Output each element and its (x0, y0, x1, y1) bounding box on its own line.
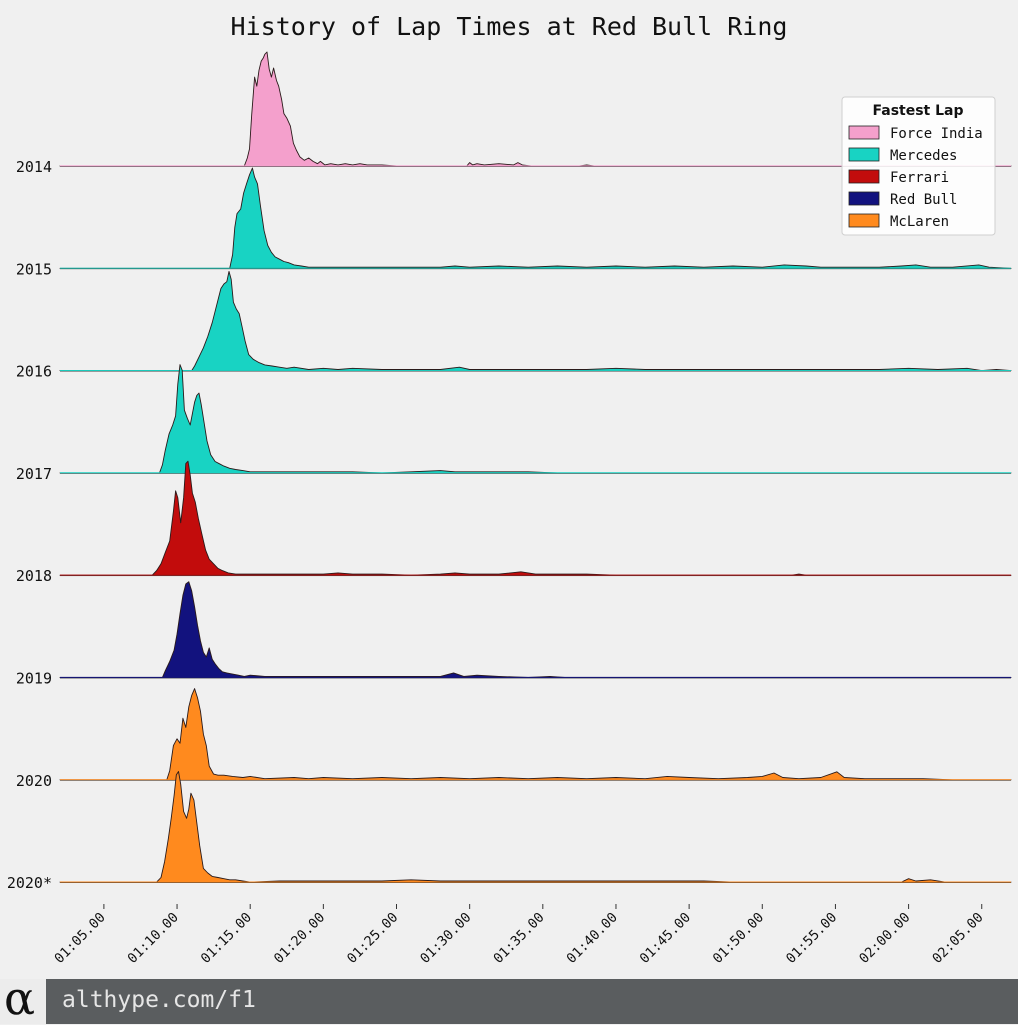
ridge-area (59, 688, 1012, 781)
x-tick-label: 01:30.00 (417, 910, 474, 967)
ridge-2017: 2017 (16, 364, 1012, 483)
x-tick-label: 01:40.00 (563, 910, 620, 967)
y-tick-label: 2014 (16, 158, 52, 176)
x-axis: 01:05.00 01:10.00 01:15.00 01:20.00 01:25.00… (51, 904, 987, 967)
x-tick-label: 01:55.00 (783, 910, 840, 967)
legend-title: Fastest Lap (873, 103, 964, 119)
legend-box (841, 96, 996, 236)
y-tick-label: 2018 (16, 567, 52, 585)
legend-entry: Red Bull (848, 191, 957, 208)
ridge-series: 2014 2015 2016 2017 2018 2019 2020 2020* (7, 51, 1012, 892)
y-tick-label: 2020 (16, 772, 52, 790)
logo: α (0, 973, 46, 1024)
ridge-2015: 2015 (16, 167, 1012, 278)
legend-entry: Ferrari (848, 169, 949, 186)
ridge-area (59, 771, 1012, 883)
ridge-area (59, 460, 1012, 576)
legend-label: Mercedes (890, 148, 957, 164)
legend-swatch (848, 191, 880, 206)
legend-swatch (848, 213, 880, 228)
x-tick-label: 02:00.00 (856, 910, 913, 967)
ridge-2016: 2016 (16, 270, 1012, 381)
legend-swatch (848, 125, 880, 140)
x-tick-label: 01:45.00 (637, 910, 694, 967)
y-tick-label: 2019 (16, 670, 52, 688)
chart-title: History of Lap Times at Red Bull Ring (231, 12, 788, 41)
ridge-area (59, 51, 1012, 167)
legend-label: McLaren (890, 214, 949, 230)
legend-swatch (848, 147, 880, 162)
ridge-area (59, 270, 1012, 372)
y-tick-label: 2016 (16, 363, 52, 381)
y-tick-label: 2020* (7, 874, 52, 892)
y-tick-label: 2017 (16, 465, 52, 483)
x-tick-label: 01:20.00 (271, 910, 328, 967)
legend-entry: Mercedes (848, 147, 957, 164)
legend-label: Ferrari (890, 170, 949, 186)
legend-entry: McLaren (848, 213, 949, 230)
ridge-area (59, 364, 1012, 474)
x-tick-label: 01:10.00 (125, 910, 182, 967)
ridge-2020-star: 2020* (7, 771, 1012, 892)
legend-label: Force India (890, 126, 983, 142)
ridgeline-chart: History of Lap Times at Red Bull Ring 20… (7, 12, 1012, 967)
footer-url: althype.com/f1 (62, 987, 256, 1013)
x-tick-label: 01:05.00 (51, 910, 108, 967)
legend-label: Red Bull (890, 192, 957, 208)
ridge-area (59, 167, 1012, 269)
footer-bar: α althype.com/f1 (0, 973, 1018, 1024)
x-tick-label: 01:50.00 (710, 910, 767, 967)
y-tick-label: 2015 (16, 260, 52, 278)
ridge-2020: 2020 (16, 688, 1012, 790)
alpha-logo-icon: α (4, 971, 36, 1025)
legend: Fastest Lap Force India Mercedes Ferrari Re… (841, 96, 996, 236)
x-tick-label: 02:05.00 (929, 910, 986, 967)
ridge-area (59, 581, 1012, 678)
x-tick-label: 01:15.00 (198, 910, 255, 967)
x-tick-label: 01:25.00 (344, 910, 401, 967)
legend-swatch (848, 169, 880, 184)
ridge-2019: 2019 (16, 581, 1012, 688)
legend-entry: Force India (848, 125, 983, 142)
x-tick-label: 01:35.00 (490, 910, 547, 967)
ridge-2018: 2018 (16, 460, 1012, 585)
